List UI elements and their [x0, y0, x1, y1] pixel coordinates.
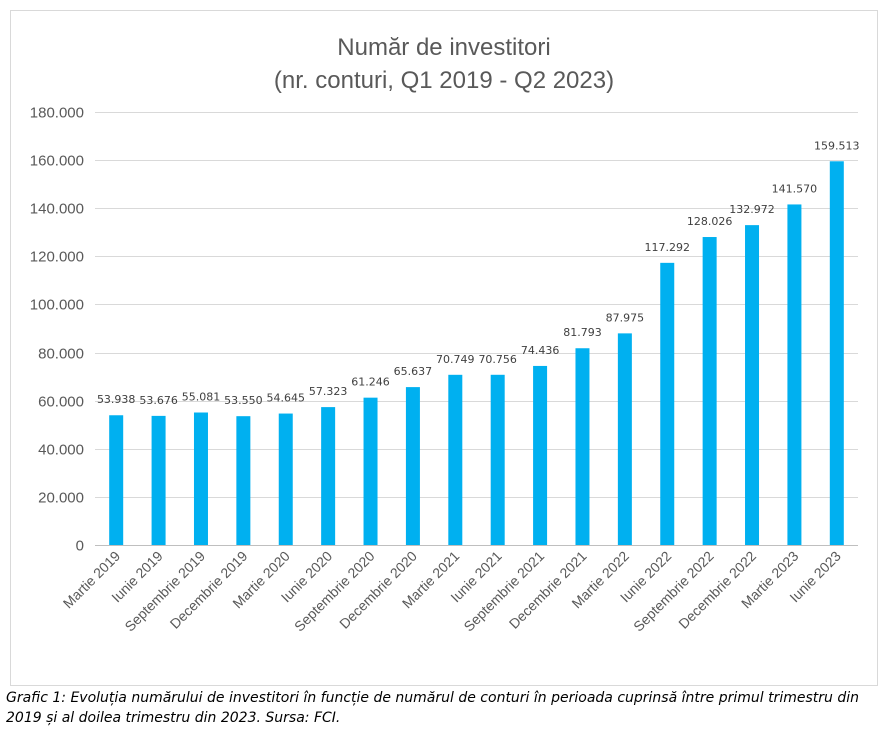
y-tick-label: 120.000	[30, 249, 84, 266]
y-tick-label: 0	[76, 538, 84, 555]
y-tick-label: 60.000	[38, 394, 84, 411]
bar	[490, 374, 505, 545]
data-label: 141.570	[772, 182, 818, 195]
x-tick-label: Decembrie 2022	[675, 548, 759, 632]
data-label: 65.637	[394, 365, 433, 378]
y-tick-label: 40.000	[38, 442, 84, 459]
data-label: 57.323	[309, 385, 348, 398]
data-label: 53.938	[97, 393, 136, 406]
y-tick-label: 160.000	[30, 153, 84, 170]
y-tick-label: 80.000	[38, 346, 84, 363]
data-label: 70.749	[436, 353, 475, 366]
bar	[236, 416, 251, 545]
y-tick-label: 180.000	[30, 105, 84, 122]
bar	[617, 333, 632, 545]
data-label: 54.645	[267, 392, 306, 405]
bar	[745, 225, 760, 545]
data-label: 53.550	[224, 394, 263, 407]
bar	[448, 374, 463, 545]
bar	[787, 204, 802, 545]
x-tick-label: Decembrie 2021	[506, 548, 590, 632]
bar	[363, 397, 378, 545]
chart-title-line-2: (nr. conturi, Q1 2019 - Q2 2023)	[273, 67, 615, 94]
chart-title-line-1: Număr de investitori	[337, 34, 551, 61]
bar	[702, 237, 717, 545]
data-label: 128.026	[687, 215, 733, 228]
chart-frame: Număr de investitori (nr. conturi, Q1 20…	[10, 10, 878, 686]
x-tick-label: Martie 2019	[60, 548, 124, 612]
data-label: 132.972	[729, 203, 775, 216]
data-label: 61.246	[351, 376, 390, 389]
y-tick-label: 140.000	[30, 201, 84, 218]
data-label: 81.793	[563, 326, 602, 339]
y-tick-label: 100.000	[30, 297, 84, 314]
bar	[151, 415, 166, 545]
data-label: 74.436	[521, 344, 560, 357]
bar	[533, 365, 548, 545]
bar	[660, 262, 675, 545]
bar	[829, 161, 844, 545]
data-label: 117.292	[645, 241, 691, 254]
chart-title: Număr de investitori (nr. conturi, Q1 20…	[11, 31, 877, 97]
y-tick-label: 20.000	[38, 490, 84, 507]
x-tick-label: Decembrie 2019	[167, 548, 251, 632]
bar	[278, 413, 293, 545]
data-label: 53.676	[139, 394, 178, 407]
data-label: 70.756	[478, 353, 517, 366]
bar	[405, 387, 420, 545]
figure-caption: Grafic 1: Evoluția numărului de investit…	[6, 690, 859, 726]
data-label: 55.081	[182, 390, 221, 403]
data-label: 159.513	[814, 139, 860, 152]
bar	[575, 348, 590, 545]
bar	[109, 415, 124, 545]
bar-chart: 0 20.000 40.000 60.000 80.000 100.000 120.000 1…	[30, 105, 860, 635]
x-tick-label: Decembrie 2020	[336, 548, 420, 632]
bar	[321, 407, 336, 545]
data-label: 87.975	[606, 311, 645, 324]
bar	[193, 412, 208, 545]
